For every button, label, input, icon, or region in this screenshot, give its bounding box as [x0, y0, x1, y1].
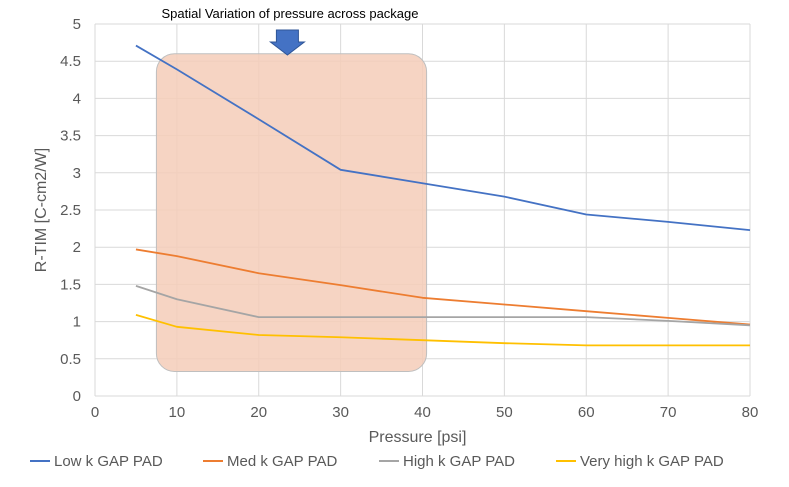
legend: Low k GAP PAD Med k GAP PAD High k GAP PAD… [30, 453, 724, 470]
y-tick-label: 0 [73, 388, 81, 405]
y-tick-label: 1.5 [60, 276, 81, 293]
y-axis-title: R-TIM [C-cm2/W] [33, 148, 50, 272]
annotation-text: Spatial Variation of pressure across pac… [161, 6, 418, 21]
y-tick-label: 1 [73, 314, 81, 331]
y-tick-label: 4.5 [60, 53, 81, 70]
x-tick-label: 30 [332, 404, 349, 421]
legend-label: Low k GAP PAD [54, 453, 163, 470]
y-tick-label: 3 [73, 165, 81, 182]
x-tick-label: 0 [91, 404, 99, 421]
x-tick-label: 80 [742, 404, 759, 421]
y-tick-label: 2 [73, 239, 81, 256]
x-tick-label: 40 [414, 404, 431, 421]
series-line [135, 314, 750, 347]
down-arrow-icon [268, 29, 306, 56]
series-line [135, 44, 751, 231]
legend-label: Med k GAP PAD [227, 453, 337, 470]
x-tick-label: 10 [169, 404, 186, 421]
x-axis-title: Pressure [psi] [369, 429, 467, 446]
y-tick-label: 0.5 [60, 351, 81, 368]
x-tick-label: 50 [496, 404, 513, 421]
y-tick-label: 2.5 [60, 202, 81, 219]
series-lines [135, 44, 751, 347]
legend-label: Very high k GAP PAD [580, 453, 724, 470]
series-line [135, 248, 751, 326]
y-tick-label: 4 [73, 90, 81, 107]
y-tick-label: 3.5 [60, 128, 81, 145]
axis-ticks: 0 10 20 30 40 50 60 70 80 0 0.5 1 1.5 2 2.5 3 3.5 4 4.5 5 [60, 16, 758, 421]
annotation: Spatial Variation of pressure across pac… [161, 6, 419, 56]
x-tick-label: 20 [250, 404, 267, 421]
highlight-region [155, 53, 428, 372]
series-line [135, 285, 751, 327]
pressure-variation-region [155, 53, 428, 372]
x-tick-label: 60 [578, 404, 595, 421]
x-tick-label: 70 [660, 404, 677, 421]
y-tick-label: 5 [73, 16, 81, 33]
legend-label: High k GAP PAD [403, 453, 515, 470]
